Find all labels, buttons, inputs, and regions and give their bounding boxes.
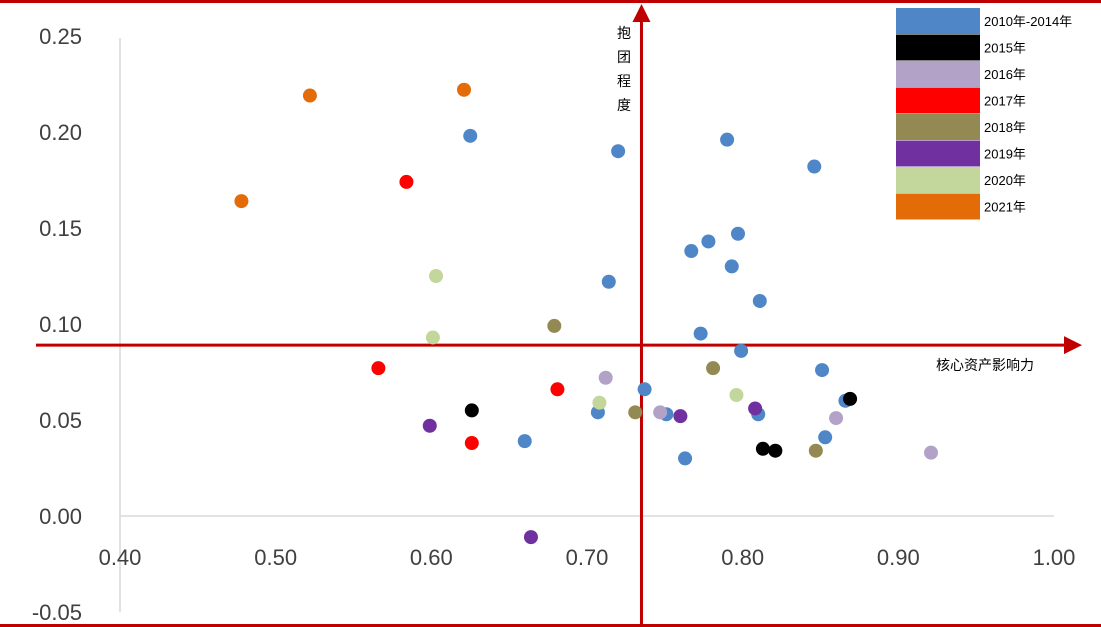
data-point [429, 269, 444, 283]
legend-swatch [896, 140, 980, 167]
data-point [818, 430, 833, 445]
legend-swatch [896, 87, 980, 114]
data-point [808, 443, 823, 458]
horizontal-arrow-head [1064, 336, 1082, 355]
legend-label: 2017年 [984, 94, 1026, 109]
y-axis-label-char: 程 [617, 74, 631, 90]
data-point [457, 82, 472, 97]
y-tick-label: 0.05 [39, 408, 82, 433]
data-point [234, 194, 249, 209]
data-point [701, 234, 716, 249]
legend-swatch [896, 114, 980, 140]
data-point [678, 451, 693, 466]
data-point [924, 445, 939, 460]
y-axis-label-char: 抱 [617, 26, 631, 42]
data-point [768, 443, 783, 458]
data-point [592, 395, 607, 410]
data-point [815, 363, 830, 378]
data-point [523, 530, 538, 545]
data-point [598, 370, 613, 385]
data-point [425, 330, 440, 345]
data-point [628, 405, 643, 420]
legend-swatch [896, 34, 980, 61]
data-point [720, 132, 735, 147]
y-axis-label-char: 度 [617, 98, 631, 114]
data-point [547, 318, 562, 333]
y-tick-label: 0.15 [39, 216, 82, 241]
data-point [371, 361, 386, 376]
x-tick-label: 0.40 [99, 545, 142, 570]
data-point [673, 409, 688, 424]
data-point [637, 382, 652, 397]
data-point [653, 405, 668, 420]
data-point [829, 411, 844, 426]
y-axis-label-char: 团 [617, 50, 631, 66]
legend-label: 2019年 [984, 147, 1026, 162]
vertical-arrow-head [632, 4, 651, 22]
data-point [755, 441, 770, 456]
y-tick-label: 0.00 [39, 504, 82, 529]
data-point [724, 259, 739, 274]
y-tick-label: -0.05 [32, 600, 82, 625]
legend-swatch [896, 61, 980, 87]
legend-label: 2020年 [984, 173, 1026, 188]
legend-label: 2018年 [984, 120, 1026, 135]
data-point [729, 388, 744, 403]
data-point [843, 391, 858, 406]
data-point [601, 274, 616, 289]
legend-swatch [896, 8, 980, 34]
y-tick-label: 0.20 [39, 120, 82, 145]
x-tick-label: 1.00 [1033, 545, 1076, 570]
y-tick-label: 0.10 [39, 312, 82, 337]
x-axis-label: 核心资产影响力 [936, 358, 1034, 374]
legend-label: 2021年 [984, 200, 1026, 215]
data-point [302, 88, 317, 103]
x-tick-label: 0.60 [410, 545, 453, 570]
data-point [684, 244, 699, 259]
legend-swatch [896, 193, 980, 220]
legend-label: 2016年 [984, 67, 1026, 82]
x-tick-label: 0.90 [877, 545, 920, 570]
data-point [464, 436, 479, 451]
x-tick-label: 0.70 [566, 545, 609, 570]
data-point [748, 401, 763, 416]
data-point [422, 418, 437, 433]
data-point [734, 343, 749, 358]
data-point [399, 174, 414, 189]
legend-label: 2010年-2014年 [984, 14, 1072, 29]
legend-label: 2015年 [984, 41, 1026, 56]
data-point [517, 434, 532, 449]
data-point [464, 403, 479, 418]
data-point [611, 144, 626, 159]
data-point [706, 361, 721, 376]
data-point [550, 382, 565, 397]
x-tick-label: 0.50 [254, 545, 297, 570]
data-point [693, 326, 708, 341]
data-point [752, 293, 767, 308]
data-point [807, 159, 822, 174]
x-tick-label: 0.80 [721, 545, 764, 570]
data-point [463, 128, 478, 143]
data-point [730, 226, 745, 241]
legend-swatch [896, 167, 980, 193]
y-tick-label: 0.25 [39, 24, 82, 49]
